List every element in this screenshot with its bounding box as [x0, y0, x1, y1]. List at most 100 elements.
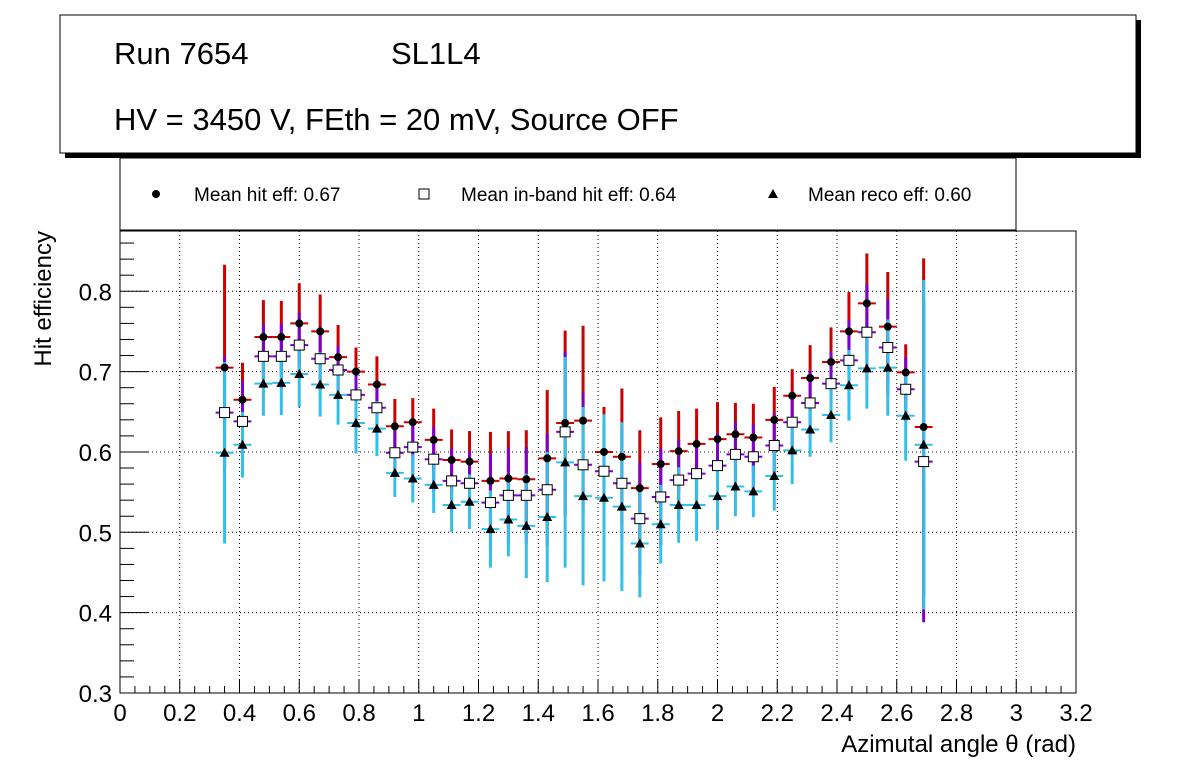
- hit-point: [579, 416, 588, 425]
- hit-point: [543, 454, 552, 463]
- reco-point: [730, 481, 741, 491]
- inband-point: [712, 460, 723, 472]
- inband-point: [673, 474, 685, 486]
- hit-point: [316, 327, 325, 336]
- reco-point: [655, 519, 666, 529]
- reco-point: [389, 467, 400, 477]
- y-axis-title: Hit efficiency: [30, 231, 57, 367]
- reco-point: [428, 479, 439, 489]
- hit-point: [372, 380, 381, 389]
- reco-point: [769, 471, 780, 481]
- reco-point: [464, 496, 475, 506]
- hit-point: [295, 319, 304, 328]
- x-tick-label: 1.2: [462, 700, 495, 727]
- x-tick-label: 0.8: [342, 700, 375, 727]
- reco-point: [616, 501, 627, 511]
- reco-point: [521, 520, 532, 530]
- reco-point: [787, 445, 798, 455]
- inband-point: [464, 477, 476, 489]
- hit-point: [883, 322, 892, 331]
- reco-point: [407, 473, 418, 483]
- hit-point: [862, 299, 871, 308]
- hit-point: [656, 460, 665, 469]
- legend-box: [119, 157, 1017, 231]
- x-axis-title: Azimutal angle θ (rad): [841, 731, 1076, 758]
- inband-point: [804, 397, 816, 409]
- reco-point: [258, 378, 269, 388]
- reco-point: [918, 439, 929, 449]
- hit-point: [522, 475, 531, 484]
- hit-point: [713, 435, 722, 444]
- x-tick-label: 2.4: [820, 700, 853, 727]
- hit-point: [806, 374, 815, 383]
- inband-point: [257, 350, 269, 362]
- reco-point: [691, 499, 702, 509]
- reco-point: [634, 538, 645, 548]
- inband-point: [786, 416, 798, 428]
- inband-point: [861, 326, 873, 338]
- inband-point: [350, 389, 362, 401]
- series-inband-markers: [219, 326, 930, 525]
- x-tick-label: 3: [1010, 700, 1023, 727]
- y-tick-label: 0.4: [79, 601, 112, 628]
- reco-point: [712, 491, 723, 501]
- y-tick-label: 0.3: [79, 681, 112, 708]
- legend-hit-marker: [152, 190, 160, 198]
- reco-point: [446, 499, 457, 509]
- reco-point: [826, 409, 837, 419]
- hit-point: [259, 333, 268, 342]
- hit-point: [599, 447, 608, 456]
- inband-point: [843, 354, 855, 366]
- inband-point: [559, 426, 571, 438]
- series-reco-markers: [219, 362, 929, 548]
- series-hit-markers: [220, 299, 928, 493]
- inband-point: [389, 447, 401, 459]
- reco-point: [315, 379, 326, 389]
- inband-point: [371, 402, 383, 414]
- series-layer: [215, 253, 933, 623]
- hit-point: [844, 327, 853, 336]
- hit-point: [408, 418, 417, 427]
- hit-point: [770, 415, 779, 424]
- inband-point: [275, 350, 287, 362]
- x-tick-label: 1.8: [641, 700, 674, 727]
- x-tick-label: 2.6: [880, 700, 913, 727]
- x-tick-label: 1.4: [522, 700, 555, 727]
- hit-point: [901, 368, 910, 377]
- inband-point: [332, 364, 344, 376]
- inband-point: [446, 475, 458, 487]
- inband-point: [882, 342, 894, 354]
- hit-point: [617, 452, 626, 461]
- legend-inband-marker: [418, 188, 430, 200]
- inband-point: [428, 453, 440, 465]
- inband-point: [502, 489, 514, 501]
- inband-point: [918, 456, 930, 468]
- hit-point: [635, 484, 644, 493]
- axis-layer: 0 0.2 0.4 0.6 0.8 1 1.2 1.4 1.6 1.8 2 2.2 2.4 2.6 2.8 3…: [79, 242, 1093, 727]
- conditions-label: HV = 3450 V, FEth = 20 mV, Source OFF: [114, 102, 679, 137]
- inband-point: [634, 513, 646, 525]
- hit-point: [504, 474, 513, 483]
- reco-point: [351, 418, 362, 428]
- inband-point: [598, 465, 610, 477]
- hit-point: [447, 455, 456, 464]
- hit-point: [390, 422, 399, 431]
- hit-point: [352, 367, 361, 376]
- hit-point: [674, 447, 683, 456]
- x-tick-label: 2.2: [761, 700, 794, 727]
- inband-point: [219, 407, 231, 419]
- inband-point: [900, 383, 912, 395]
- legend-inband-label: Mean in-band hit eff: 0.64: [461, 185, 677, 206]
- x-tick-label: 2: [711, 700, 724, 727]
- run-label: Run 7654: [114, 36, 248, 71]
- hit-point: [788, 391, 797, 400]
- x-tick-label: 1.6: [581, 700, 614, 727]
- reco-point: [276, 377, 287, 387]
- inband-point: [747, 451, 759, 463]
- reco-point: [485, 524, 496, 534]
- reco-point: [219, 447, 230, 457]
- hit-point: [749, 433, 758, 442]
- inband-point: [314, 353, 326, 365]
- inband-point: [541, 484, 553, 496]
- hit-point: [277, 333, 286, 342]
